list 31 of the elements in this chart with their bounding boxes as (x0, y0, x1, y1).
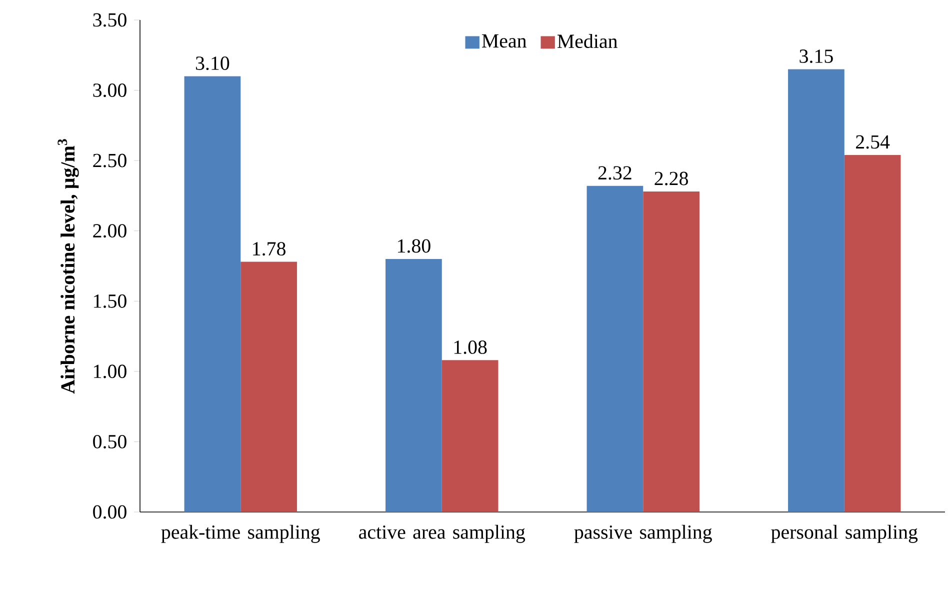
data-label: 2.32 (598, 166, 632, 180)
bar (844, 154, 901, 512)
y-tick-label: 0.00 (93, 505, 126, 519)
data-label: 1.80 (398, 239, 430, 253)
y-tick-label: 3.50 (93, 13, 126, 27)
y-axis-title: Airborne nicotine level, µg/m$^{3}$ (58, 139, 79, 394)
data-label: 2.28 (654, 172, 688, 186)
legend-label: Mean (482, 34, 526, 48)
x-tick-label: passive sampling (574, 524, 712, 543)
data-label: 3.15 (800, 50, 833, 64)
bar (386, 258, 442, 512)
y-tick-label: 3.00 (93, 84, 126, 98)
y-tick-label: 2.00 (93, 224, 126, 238)
x-tick-label: personal sampling (771, 524, 918, 543)
x-tick-label: active area sampling (359, 524, 526, 543)
y-tick-label: 1.50 (94, 294, 126, 308)
legend-label: Median (557, 34, 618, 48)
y-tick-label: 0.50 (93, 434, 126, 448)
bar (643, 191, 700, 512)
data-label: 3.10 (196, 56, 230, 70)
x-tick-label: peak-time sampling (161, 524, 320, 543)
bar (184, 76, 241, 512)
data-label: 1.78 (253, 242, 286, 256)
bar (586, 186, 644, 512)
bar (442, 360, 498, 512)
bar (240, 262, 297, 512)
y-tick-label: 2.50 (93, 154, 126, 168)
data-label: 1.08 (454, 340, 487, 354)
data-label: 2.54 (856, 135, 890, 149)
bar (788, 69, 844, 512)
y-tick-label: 1.00 (94, 364, 126, 378)
